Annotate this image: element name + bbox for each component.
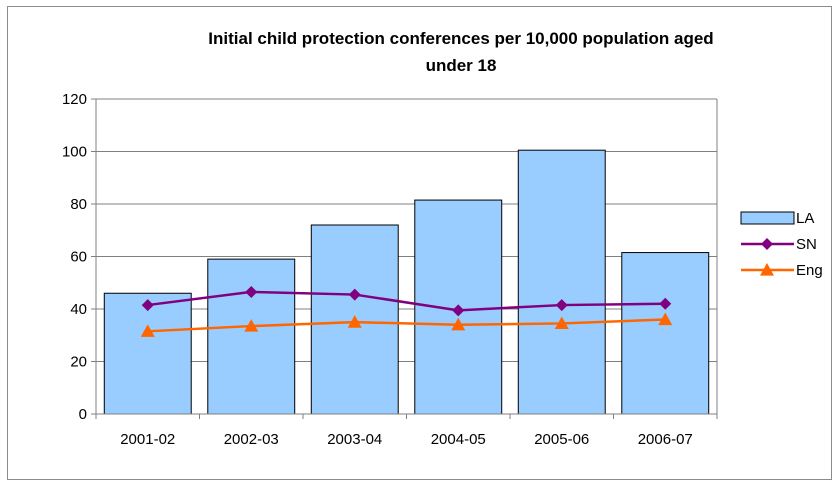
x-tick-label: 2003-04 [327,431,382,448]
x-tick-label: 2002-03 [224,431,279,448]
bar-la-2001-02 [103,292,192,415]
bar-la-2006-07 [621,252,710,415]
point-eng-2003-04 [347,315,362,328]
x-tick-label: 2001-02 [120,431,175,448]
line-sn [147,290,666,312]
tick-labels: 0 20 40 60 80 100 120 2001-02 2002-03 2003-04 2004… [62,91,693,448]
axes [91,98,718,419]
legend-marker-sn [761,238,773,250]
point-sn-2002-03 [245,285,258,298]
legend-label-sn: SN [796,236,817,253]
gridlines [96,98,718,414]
legend-marker-eng [760,263,774,276]
bars [103,149,710,415]
point-sn-2001-02 [141,299,154,312]
y-tick-label: 20 [70,354,87,371]
bar-la-2002-03 [207,258,296,415]
point-sn-2006-07 [659,297,672,310]
lines [140,285,673,337]
point-eng-2002-03 [244,319,259,332]
legend-label-la: LA [796,210,814,227]
point-eng-2006-07 [658,312,673,326]
x-tick-label: 2006-07 [638,431,693,448]
point-sn-2004-05 [452,304,465,317]
legend: LA SN Eng [740,210,823,279]
y-tick-label: 80 [70,196,87,213]
y-tick-label: 40 [70,301,87,318]
point-sn-2003-04 [348,288,361,301]
x-tick-label: 2004-05 [431,431,486,448]
bar-la-2005-06 [517,149,606,415]
y-tick-label: 60 [70,249,87,266]
line-eng [147,318,666,333]
x-tick-label: 2005-06 [534,431,589,448]
chart-title-line-1: Initial child protection conferences per… [208,29,713,48]
point-sn-2005-06 [555,299,568,312]
y-tick-label: 120 [62,91,87,108]
y-tick-label: 100 [62,144,87,161]
legend-label-eng: Eng [796,262,823,279]
legend-swatch-la [740,211,795,225]
point-eng-2001-02 [140,324,155,337]
point-eng-2005-06 [554,316,569,330]
point-eng-2004-05 [451,317,466,331]
y-tick-label: 0 [79,406,87,423]
chart-title-line-2: under 18 [426,56,497,75]
